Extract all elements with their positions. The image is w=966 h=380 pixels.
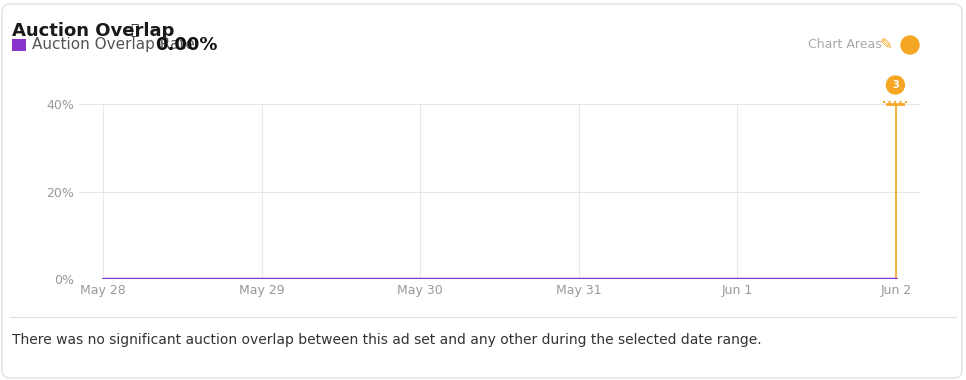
Text: Chart Areas: Chart Areas: [808, 38, 882, 52]
FancyBboxPatch shape: [12, 39, 26, 51]
Text: ⓘ: ⓘ: [130, 23, 138, 37]
Text: ✎: ✎: [880, 38, 893, 52]
Text: Auction Overlap Rate: Auction Overlap Rate: [32, 38, 195, 52]
Text: 3: 3: [892, 80, 898, 90]
Text: 0.00%: 0.00%: [155, 36, 217, 54]
Text: Auction Overlap: Auction Overlap: [12, 22, 175, 40]
Circle shape: [887, 76, 904, 94]
Circle shape: [901, 36, 919, 54]
Text: There was no significant auction overlap between this ad set and any other durin: There was no significant auction overlap…: [12, 333, 761, 347]
